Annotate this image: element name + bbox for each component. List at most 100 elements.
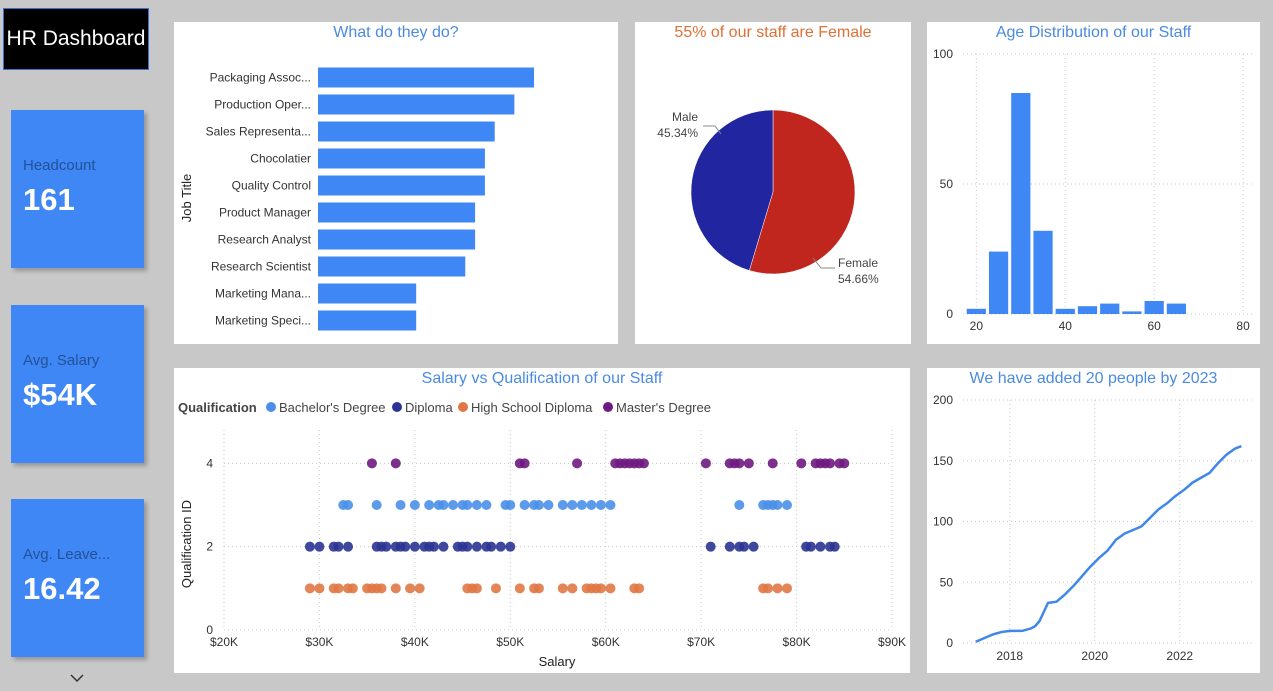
scatter-point [519, 458, 530, 469]
line-y-tick: 200 [933, 393, 953, 407]
scatter-point [428, 541, 439, 552]
scatter-point [490, 583, 501, 594]
scatter-point [304, 541, 315, 552]
growth-panel: We have added 20 people by 2023 0 50 100 15… [927, 368, 1260, 673]
scatter-point [782, 583, 793, 594]
scatter-point [533, 500, 544, 510]
job-bar [318, 256, 466, 277]
scatter-legend-marker [458, 402, 468, 412]
age-histogram: 0 50 100 20 40 60 80 [933, 47, 1252, 333]
age-y-tick: 50 [940, 177, 954, 191]
age-y-tick: 0 [946, 307, 953, 321]
job-tick-label: Chocolatier [250, 152, 311, 166]
scatter-point [572, 458, 583, 469]
line-x-tick: 2018 [996, 649, 1023, 663]
gender-panel: 55% of our staff are Female Female 54.66%… [635, 22, 911, 344]
scatter-point [343, 500, 354, 510]
kpi-card-avg-leave[interactable]: Avg. Leave... 16.42 [11, 499, 144, 657]
scatter-x-tick: $60K [592, 635, 620, 649]
scatter-point [567, 583, 578, 594]
scatter-point [414, 583, 425, 594]
scatter-point [724, 541, 735, 552]
kpi-value: 16.42 [23, 571, 101, 606]
scatter-point [347, 583, 358, 594]
scatter-y-tick: 4 [206, 456, 213, 470]
scatter-point [576, 500, 587, 510]
job-tick-label: Product Manager [219, 206, 311, 220]
headcount-line-chart: 0 50 100 150 200 2018 2020 2022 [933, 393, 1252, 663]
scatter-point [767, 458, 778, 469]
age-bar [1100, 303, 1120, 314]
scatter-x-tick: $30K [305, 635, 333, 649]
scatter-x-tick: $90K [878, 635, 906, 649]
job-chart-title: What do they do? [333, 24, 459, 41]
scatter-legend-label: Diploma [405, 400, 453, 415]
scatter-point [471, 583, 482, 594]
scatter-point [471, 541, 482, 552]
age-bar [1077, 306, 1098, 314]
age-chart-title: Age Distribution of our Staff [995, 24, 1192, 41]
job-bar [318, 175, 485, 196]
scatter-point [505, 541, 516, 552]
job-bar [318, 202, 476, 223]
job-tick-label: Research Scientist [211, 260, 312, 274]
scatter-y-axis-label: Qualification ID [179, 500, 194, 588]
scatter-point [471, 500, 482, 510]
pie-leader-line [703, 125, 722, 135]
age-bar [1011, 93, 1031, 314]
job-tick-label: Marketing Speci... [215, 314, 311, 328]
line-y-tick: 50 [940, 575, 954, 589]
scatter-point [605, 500, 616, 510]
scatter-point [739, 541, 750, 552]
age-panel: Age Distribution of our Staff 0 50 100 20 40… [927, 22, 1260, 344]
scatter-point [705, 541, 716, 552]
scatter-point [390, 458, 401, 469]
age-x-tick: 40 [1059, 319, 1073, 333]
chevron-down-icon[interactable] [69, 672, 85, 684]
scatter-x-tick: $70K [687, 635, 715, 649]
age-bar [988, 251, 1009, 314]
job-bar [318, 229, 476, 250]
headcount-line [975, 445, 1242, 643]
scatter-point [734, 500, 745, 510]
job-title-panel: What do they do? Packaging Assoc... Produ… [174, 22, 618, 344]
scatter-legend-label: Bachelor's Degree [279, 400, 386, 415]
age-bar [1033, 230, 1053, 314]
age-bar [1055, 308, 1075, 314]
scatter-point [762, 583, 773, 594]
scatter-point [543, 500, 554, 510]
scatter-point [519, 500, 530, 510]
scatter-point [486, 541, 497, 552]
scatter-point [796, 458, 807, 469]
scatter-point [743, 458, 754, 469]
scatter-point [595, 500, 606, 510]
scatter-point [438, 500, 449, 510]
scatter-point [371, 500, 382, 510]
scatter-point [567, 500, 578, 510]
job-tick-label: Quality Control [232, 179, 311, 193]
line-x-tick: 2020 [1081, 649, 1108, 663]
job-bar [318, 121, 495, 142]
scatter-point [772, 500, 783, 510]
scatter-point [782, 500, 793, 510]
kpi-label: Avg. Salary [23, 352, 100, 369]
scatter-point [304, 583, 315, 594]
age-y-tick: 100 [933, 47, 953, 61]
scatter-point [605, 583, 616, 594]
kpi-card-headcount[interactable]: Headcount 161 [11, 110, 144, 268]
dashboard-title: HR Dashboard [3, 8, 149, 70]
scatter-point [772, 583, 783, 594]
kpi-card-avg-salary[interactable]: Avg. Salary $54K [11, 305, 144, 463]
kpi-label: Headcount [23, 157, 96, 174]
scatter-point [505, 500, 516, 510]
scatter-point [700, 458, 711, 469]
line-x-tick: 2022 [1166, 649, 1193, 663]
scatter-legend-label: Master's Degree [616, 400, 711, 415]
pie-pct-female: 54.66% [838, 272, 879, 286]
line-y-tick: 150 [933, 454, 953, 468]
scatter-point [395, 500, 406, 510]
job-bar [318, 310, 417, 331]
line-y-tick: 0 [946, 636, 953, 650]
scatter-point [448, 500, 459, 510]
salary-scatter-chart: Qualification Bachelor's Degree Diploma Hig… [178, 400, 906, 669]
